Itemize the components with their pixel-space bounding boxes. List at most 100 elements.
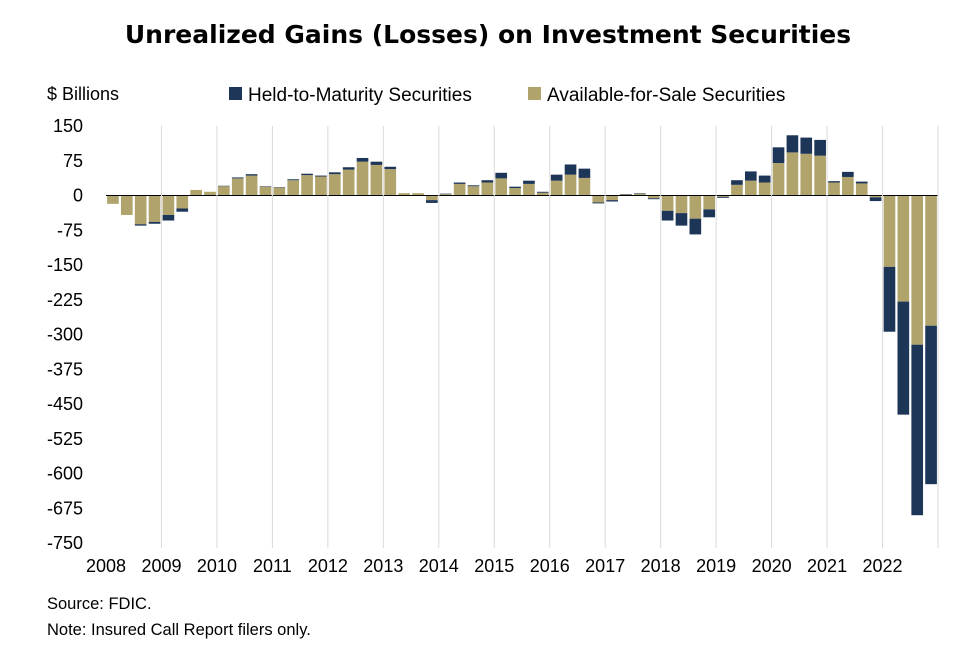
bar-afs-2019Q1 (717, 195, 729, 197)
bar-htm-2015Q3 (523, 180, 535, 184)
bar-htm-2019Q3 (744, 171, 757, 181)
bar-htm-2014Q4 (481, 180, 494, 183)
bar-afs-2022Q3 (911, 195, 924, 345)
bar-afs-2022Q4 (925, 195, 937, 326)
bar-afs-2009Q2 (176, 195, 189, 209)
bar-htm-2012Q4 (370, 161, 383, 165)
x-tick-label-2011: 2011 (253, 556, 292, 576)
bar-afs-2019Q3 (744, 180, 757, 196)
bar-htm-2018Q4 (703, 209, 716, 218)
bar-afs-2014Q1 (439, 194, 452, 196)
bar-htm-2016Q4 (592, 202, 605, 204)
source-note: Source: FDIC. (47, 595, 152, 613)
bar-afs-2012Q4 (370, 164, 383, 196)
bar-htm-2013Q4 (426, 200, 438, 203)
legend-swatch-afs (528, 87, 541, 100)
y-tick-label: -600 (47, 464, 83, 484)
bar-afs-2009Q4 (204, 191, 216, 196)
bar-htm-2020Q2 (786, 135, 799, 153)
bar-htm-2011Q4 (315, 175, 327, 177)
y-tick-label: -525 (47, 429, 83, 449)
bar-afs-2021Q1 (828, 182, 840, 196)
bar-afs-2013Q1 (384, 169, 397, 196)
bar-afs-2021Q2 (842, 176, 854, 196)
bar-htm-2012Q2 (342, 167, 355, 170)
bar-afs-2014Q3 (467, 186, 480, 196)
x-tick-label-2021: 2021 (807, 556, 847, 576)
legend-swatch-htm (229, 87, 242, 100)
bar-htm-2011Q3 (301, 173, 313, 176)
legend: Held-to-Maturity Securities Available-fo… (229, 85, 785, 106)
bar-afs-2010Q4 (259, 186, 272, 196)
y-tick-label: 0 (73, 186, 83, 206)
bar-htm-2009Q1 (162, 214, 175, 221)
x-tick-label-2019: 2019 (696, 556, 736, 576)
bar-htm-2010Q3 (245, 174, 258, 176)
bar-afs-2011Q4 (315, 176, 327, 196)
bar-htm-2022Q2 (897, 301, 910, 415)
notes: Source: FDIC. Note: Insured Call Report … (47, 591, 311, 643)
y-tick-label: 75 (63, 151, 83, 171)
bar-htm-2020Q1 (772, 147, 785, 164)
x-tick-label-2014: 2014 (419, 556, 459, 576)
bar-htm-2013Q1 (384, 166, 397, 170)
bar-htm-2018Q1 (661, 210, 674, 221)
bar-afs-2015Q3 (523, 183, 535, 196)
bar-afs-2012Q2 (342, 169, 355, 196)
bar-htm-2021Q4 (869, 197, 882, 202)
bar-htm-2009Q2 (176, 208, 189, 212)
bar-htm-2022Q3 (911, 344, 924, 516)
bar-afs-2011Q1 (273, 187, 286, 196)
bar-afs-2020Q3 (800, 153, 813, 196)
x-tick-label-2022: 2022 (863, 556, 903, 576)
bar-afs-2013Q4 (426, 195, 438, 201)
bar-htm-2020Q3 (800, 137, 813, 154)
bar-afs-2012Q1 (328, 174, 341, 196)
y-tick-label: -450 (47, 394, 83, 414)
bar-afs-2022Q2 (897, 195, 910, 302)
bar-afs-2020Q1 (772, 163, 785, 196)
x-tick-label-2009: 2009 (141, 556, 181, 576)
bar-htm-2012Q1 (328, 172, 341, 175)
x-tick-label-2016: 2016 (530, 556, 570, 576)
bar-afs-2008Q2 (120, 195, 133, 215)
x-tick-label-2013: 2013 (363, 556, 403, 576)
bar-afs-2008Q1 (107, 195, 119, 204)
x-tick-label-2010: 2010 (197, 556, 237, 576)
bar-htm-2010Q2 (231, 177, 244, 179)
bar-htm-2019Q4 (758, 175, 771, 183)
y-tick-label: -675 (47, 498, 83, 518)
bar-htm-2011Q2 (287, 179, 300, 181)
bar-afs-2011Q2 (287, 180, 300, 196)
bar-htm-2019Q2 (731, 180, 743, 185)
bar-afs-2019Q2 (731, 184, 743, 196)
bar-afs-2018Q1 (661, 195, 674, 211)
bar-htm-2008Q3 (134, 224, 147, 226)
bar-htm-2018Q3 (689, 218, 702, 235)
bar-htm-2015Q4 (536, 191, 549, 193)
x-tick-label-2015: 2015 (474, 556, 514, 576)
y-tick-label: -750 (47, 533, 83, 553)
y-axis-unit-label: $ Billions (47, 84, 119, 104)
y-tick-label: -225 (47, 290, 83, 310)
bar-htm-2014Q2 (453, 182, 466, 184)
bar-afs-2015Q1 (495, 178, 508, 196)
chart-title: Unrealized Gains (Losses) on Investment … (124, 20, 852, 49)
x-tick-label-2018: 2018 (641, 556, 681, 576)
bar-htm-2020Q4 (814, 139, 826, 156)
bar-htm-2014Q3 (467, 185, 480, 187)
bar-afs-2020Q2 (786, 152, 799, 196)
bar-afs-2013Q3 (412, 193, 424, 196)
bar-htm-2021Q1 (828, 181, 840, 183)
bar-htm-2019Q1 (717, 196, 729, 198)
bar-htm-2012Q3 (356, 157, 369, 162)
bar-afs-2021Q4 (869, 195, 882, 198)
bar-afs-2011Q3 (301, 175, 313, 196)
bar-afs-2013Q2 (398, 193, 410, 196)
x-tick-label-2017: 2017 (585, 556, 625, 576)
bar-htm-2022Q4 (925, 325, 937, 485)
bar-afs-2016Q2 (564, 174, 577, 196)
bar-afs-2008Q4 (148, 195, 161, 222)
bar-htm-2017Q1 (606, 200, 618, 202)
